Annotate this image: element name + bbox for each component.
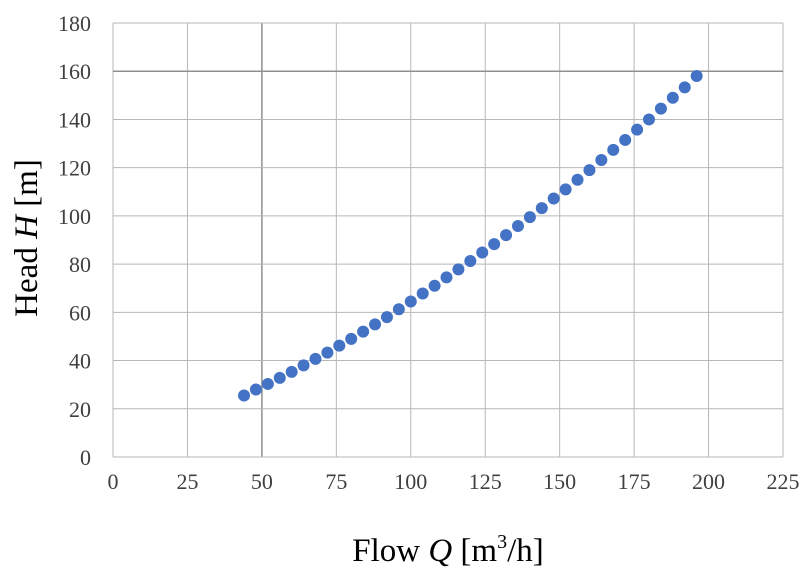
data-point — [452, 263, 465, 276]
data-point — [583, 164, 596, 177]
y-tick-label: 60 — [69, 300, 91, 325]
data-point — [392, 303, 405, 316]
x-tick-label: 100 — [394, 469, 427, 494]
x-tick-label: 75 — [325, 469, 347, 494]
data-point — [440, 271, 453, 284]
data-point — [249, 383, 262, 396]
x-tick-label: 50 — [251, 469, 273, 494]
data-point — [285, 365, 298, 378]
y-tick-label: 40 — [69, 349, 91, 374]
x-tick-label: 225 — [767, 469, 800, 494]
y-axis-title: Head H [m] — [9, 159, 45, 317]
x-tick-label: 150 — [543, 469, 576, 494]
y-tick-label: 0 — [80, 445, 91, 470]
y-tick-label: 20 — [69, 397, 91, 422]
data-point — [357, 325, 370, 338]
data-point — [297, 359, 310, 372]
x-tick-label: 200 — [692, 469, 725, 494]
data-point — [619, 133, 632, 146]
data-point — [571, 173, 584, 186]
data-point — [631, 123, 644, 136]
data-point — [488, 238, 501, 251]
y-tick-label: 120 — [58, 156, 91, 181]
data-point — [595, 153, 608, 166]
data-point — [238, 389, 251, 402]
data-point — [523, 211, 536, 224]
data-point — [654, 102, 667, 115]
data-point — [690, 70, 703, 83]
data-point — [678, 81, 691, 94]
x-axis-title: Flow Q [m3/h] — [352, 531, 544, 569]
data-point — [321, 346, 334, 359]
y-tick-label: 80 — [69, 252, 91, 277]
data-point — [464, 254, 477, 267]
data-point — [428, 279, 441, 292]
data-point — [476, 246, 489, 259]
data-point — [547, 192, 560, 205]
data-point — [333, 339, 346, 352]
x-tick-label: 25 — [176, 469, 198, 494]
data-point — [380, 311, 393, 324]
data-point — [535, 202, 548, 215]
y-tick-label: 160 — [58, 59, 91, 84]
data-point — [500, 229, 513, 242]
data-point — [643, 113, 655, 126]
data-point — [273, 371, 286, 384]
y-tick-label: 100 — [58, 204, 91, 229]
data-points — [238, 70, 703, 402]
data-point — [369, 318, 382, 331]
data-point — [309, 352, 322, 365]
y-tick-label: 180 — [58, 11, 91, 36]
data-point — [345, 332, 358, 345]
x-tick-label: 175 — [618, 469, 651, 494]
data-point — [261, 377, 274, 390]
x-tick-label: 125 — [469, 469, 502, 494]
tick-labels: 0 25 50 75 100 125 150 175 200 225 0 20 40 60 80 100 120… — [58, 11, 800, 494]
data-point — [607, 143, 620, 156]
data-point — [511, 220, 524, 233]
data-point — [416, 287, 429, 300]
grid — [112, 22, 784, 458]
data-point — [559, 183, 572, 196]
x-tick-label: 0 — [108, 469, 119, 494]
y-tick-label: 140 — [58, 107, 91, 132]
data-point — [404, 295, 417, 308]
data-point — [666, 91, 679, 104]
